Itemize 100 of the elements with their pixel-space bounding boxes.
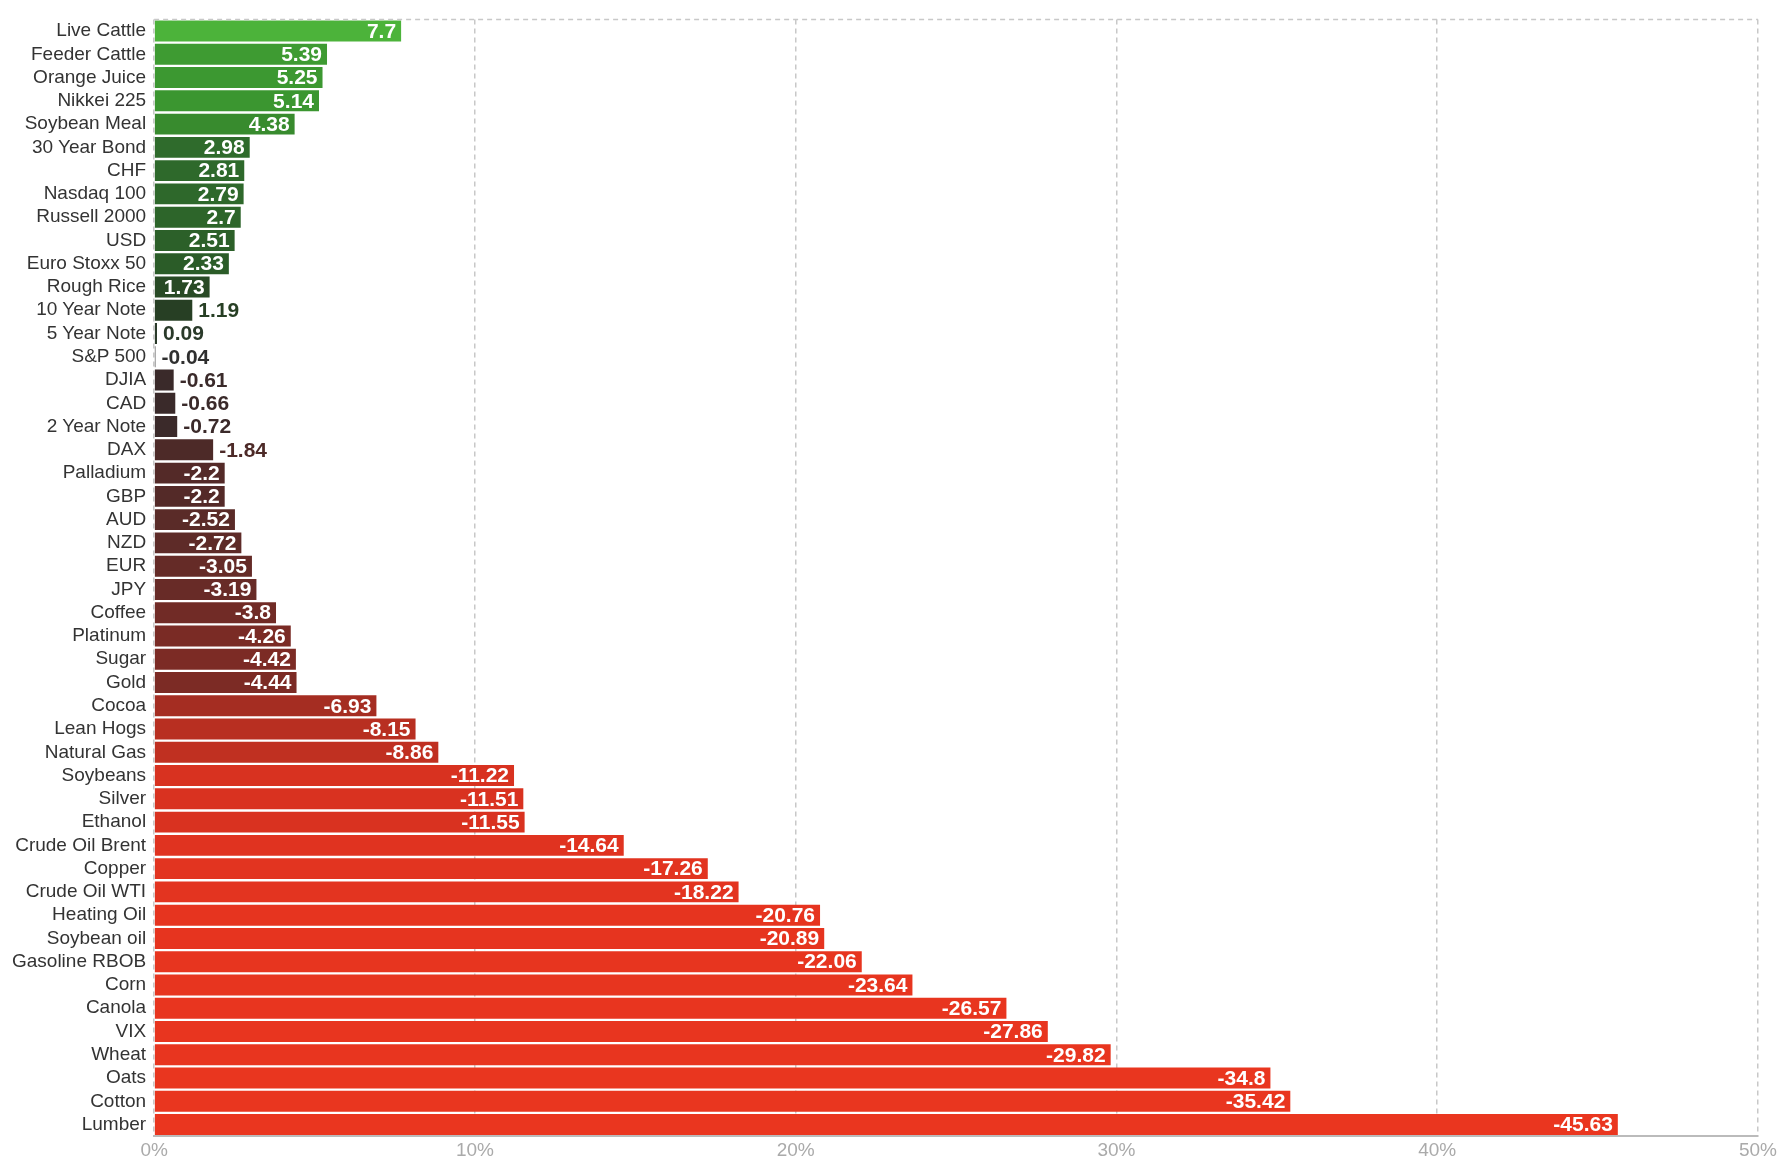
y-tick-label: Crude Oil WTI <box>25 880 147 902</box>
x-tick-label: 50% <box>1738 1138 1778 1160</box>
bar <box>154 788 524 810</box>
y-tick-label: AUD <box>105 507 147 529</box>
bar <box>154 1044 1111 1066</box>
y-tick-label: Wheat <box>91 1043 147 1064</box>
y-tick-label: CAD <box>105 391 147 413</box>
y-tick-label: 10 Year Note <box>36 298 147 320</box>
bar <box>154 765 515 787</box>
bar <box>154 904 821 926</box>
data-label: -20.76 <box>755 902 816 926</box>
data-label: -45.63 <box>1553 1112 1613 1136</box>
y-tick-label: Soybeans <box>61 763 147 785</box>
y-tick-label: GBP <box>105 484 147 506</box>
data-label: -11.55 <box>461 809 520 833</box>
y-tick-label: 5 Year Note <box>46 321 147 343</box>
bar <box>154 927 825 949</box>
y-tick-label: Cocoa <box>91 694 147 715</box>
data-label: -17.26 <box>643 856 703 880</box>
bar <box>154 881 739 903</box>
y-tick-label: Euro Stoxx 50 <box>26 251 147 273</box>
y-tick-label: Copper <box>83 856 147 878</box>
data-label: 1.73 <box>163 274 205 298</box>
data-label: 2.81 <box>198 158 240 182</box>
data-label: -1.84 <box>219 437 268 461</box>
data-label: -8.86 <box>385 740 434 764</box>
bar <box>154 369 174 391</box>
x-tick-label: 30% <box>1097 1138 1136 1160</box>
bar <box>154 602 277 624</box>
y-tick-label: Crude Oil Brent <box>15 833 147 855</box>
bar <box>154 997 1007 1019</box>
data-label: -3.19 <box>203 577 252 601</box>
y-tick-label: Canola <box>85 996 147 1018</box>
data-label: -22.06 <box>797 949 857 973</box>
data-label: -0.72 <box>183 414 232 438</box>
bar <box>154 1114 1618 1136</box>
data-label: -14.64 <box>559 833 620 857</box>
bar <box>154 1090 1291 1112</box>
bar <box>154 90 319 112</box>
data-label: -0.04 <box>161 344 210 368</box>
y-tick-label: Soybean oil <box>46 926 147 948</box>
data-label: -4.44 <box>243 670 292 694</box>
y-tick-label: Gasoline RBOB <box>11 949 147 971</box>
y-tick-label: VIX <box>115 1019 147 1041</box>
y-tick-label: S&P 500 <box>71 345 147 366</box>
bar <box>154 695 377 717</box>
data-label: -27.86 <box>983 1019 1043 1043</box>
bar <box>154 951 862 973</box>
bar <box>154 439 214 461</box>
y-tick-label: Gold <box>105 670 147 692</box>
bar <box>154 741 439 763</box>
y-tick-label: Silver <box>98 787 147 809</box>
data-label: -2.72 <box>188 530 237 554</box>
data-label: -0.66 <box>181 391 230 415</box>
data-label: -23.64 <box>847 972 908 996</box>
data-label: -11.51 <box>459 786 519 810</box>
bar <box>154 67 323 89</box>
y-tick-label: Platinum <box>72 624 147 646</box>
y-tick-label: Live Cattle <box>56 19 147 41</box>
data-label: 2.79 <box>197 181 239 205</box>
data-label: 5.39 <box>281 42 323 66</box>
data-label: 4.38 <box>248 111 290 135</box>
y-tick-label: DAX <box>107 438 147 460</box>
data-label: 2.33 <box>182 251 224 275</box>
x-tick-label: 20% <box>776 1138 815 1160</box>
y-tick-label: Nikkei 225 <box>57 89 147 111</box>
y-tick-label: 30 Year Bond <box>31 135 147 157</box>
y-tick-label: Soybean Meal <box>24 112 147 134</box>
bar <box>154 858 708 880</box>
data-label: -18.22 <box>674 879 734 903</box>
bar <box>154 1067 1271 1089</box>
y-tick-label: Corn <box>104 973 147 995</box>
y-tick-label: EUR <box>105 554 147 576</box>
y-tick-label: Feeder Cattle <box>30 42 147 64</box>
y-tick-label: USD <box>105 228 147 250</box>
data-label: -11.22 <box>450 763 510 787</box>
data-label: 2.7 <box>206 204 236 228</box>
data-label: -4.42 <box>243 647 291 671</box>
bar <box>154 43 328 65</box>
bar <box>154 1021 1048 1042</box>
y-tick-label: Lumber <box>81 1112 147 1134</box>
bar <box>154 672 297 693</box>
data-label: -3.05 <box>199 553 248 577</box>
bar <box>154 299 193 321</box>
y-tick-label: Heating Oil <box>52 903 147 925</box>
y-tick-label: Ethanol <box>81 810 147 832</box>
y-tick-label: Rough Rice <box>46 275 147 297</box>
y-tick-label: CHF <box>107 158 147 180</box>
bar <box>154 811 525 833</box>
y-tick-label: Russell 2000 <box>36 205 147 227</box>
y-tick-label: JPY <box>111 577 147 599</box>
data-label: -2.52 <box>182 507 230 531</box>
bar <box>154 20 402 42</box>
bar <box>154 974 913 996</box>
data-label: 5.14 <box>273 88 315 112</box>
data-label: -8.15 <box>362 716 411 740</box>
y-tick-label: Nasdaq 100 <box>43 182 147 204</box>
bar <box>154 392 176 414</box>
data-label: -29.82 <box>1046 1042 1106 1066</box>
data-label: -0.61 <box>179 367 228 391</box>
